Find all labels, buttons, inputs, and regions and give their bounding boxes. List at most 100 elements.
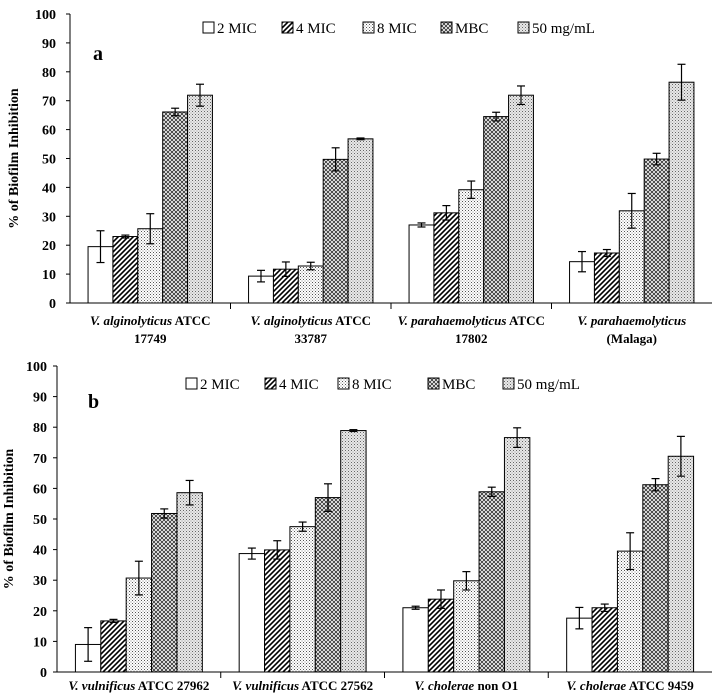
legend-swatch bbox=[185, 377, 198, 390]
bar bbox=[176, 492, 203, 673]
bar bbox=[591, 607, 618, 673]
x-tick-label-strain: non O1 bbox=[474, 678, 518, 693]
y-tick-label: 80 bbox=[33, 421, 47, 436]
x-tick-label: V. parahaemolyticus ATCC bbox=[398, 313, 545, 328]
bar bbox=[453, 580, 480, 673]
y-tick-label: 90 bbox=[42, 37, 56, 52]
bar bbox=[100, 620, 127, 673]
x-tick-label-species: V. vulnificus bbox=[232, 678, 299, 693]
x-tick-label-species: V. parahaemolyticus bbox=[577, 313, 686, 328]
x-tick-label-species: V. vulnificus bbox=[68, 678, 135, 693]
y-tick-label: 0 bbox=[49, 297, 56, 312]
y-tick-label: 50 bbox=[42, 153, 56, 168]
y-tick-label: 0 bbox=[40, 666, 47, 681]
y-tick-label: 100 bbox=[35, 8, 56, 23]
bar bbox=[347, 138, 374, 304]
legend-swatch bbox=[427, 377, 440, 390]
x-tick-label-line2: 17802 bbox=[455, 331, 488, 346]
bar bbox=[427, 598, 455, 673]
legend-entry: 8 MIC bbox=[352, 377, 392, 393]
bar bbox=[340, 430, 367, 673]
x-tick-label-species: V. cholerae bbox=[566, 678, 626, 693]
panel-label: b bbox=[88, 391, 99, 413]
x-tick-label: V. cholerae non O1 bbox=[414, 678, 518, 693]
bar bbox=[402, 607, 429, 673]
bar bbox=[667, 455, 695, 673]
legend-swatch bbox=[517, 21, 530, 34]
x-tick-label-strain: ATCC 27562 bbox=[299, 678, 373, 693]
y-tick-label: 20 bbox=[42, 239, 56, 254]
x-tick-label-species: V. alginolyticus bbox=[250, 313, 332, 328]
legend-entry: 4 MIC bbox=[296, 21, 336, 37]
x-tick-label-species: V. cholerae bbox=[414, 678, 474, 693]
x-tick-label: V. alginolyticus ATCC bbox=[90, 313, 211, 328]
y-tick-label: 40 bbox=[33, 544, 47, 559]
bar bbox=[458, 189, 485, 304]
x-tick-label-strain: ATCC bbox=[506, 313, 544, 328]
y-tick-label: 30 bbox=[42, 210, 56, 225]
y-axis-title: % of Biofilm Inhibition bbox=[2, 449, 17, 590]
legend-swatch bbox=[264, 377, 277, 390]
y-tick-label: 70 bbox=[42, 95, 56, 110]
x-tick-label-line2: 33787 bbox=[295, 331, 328, 346]
legend-entry: 2 MIC bbox=[200, 377, 240, 393]
bar bbox=[238, 553, 266, 673]
legend-swatch bbox=[281, 21, 294, 34]
bar bbox=[151, 512, 178, 673]
bar bbox=[642, 484, 669, 673]
bar bbox=[483, 116, 510, 304]
legend-entry: 8 MIC bbox=[377, 21, 417, 37]
bar bbox=[508, 94, 534, 304]
y-tick-label: 10 bbox=[33, 635, 47, 650]
x-tick-label-strain: ATCC bbox=[172, 313, 210, 328]
legend-entry: 2 MIC bbox=[217, 21, 257, 37]
bar bbox=[112, 236, 139, 304]
legend-entry: 50 mg/mL bbox=[517, 377, 580, 393]
legend-swatch bbox=[440, 21, 453, 34]
y-tick-label: 70 bbox=[33, 452, 47, 467]
y-tick-label: 60 bbox=[33, 482, 47, 497]
legend-entry: MBC bbox=[442, 377, 475, 393]
bar bbox=[187, 94, 213, 304]
x-tick-label-species: V. parahaemolyticus bbox=[398, 313, 507, 328]
panel-label: a bbox=[93, 43, 103, 65]
y-tick-label: 30 bbox=[33, 574, 47, 589]
bar bbox=[643, 158, 670, 304]
bar bbox=[408, 224, 435, 304]
x-tick-label-species: V. alginolyticus bbox=[90, 313, 172, 328]
x-tick-label-strain: ATCC 9459 bbox=[626, 678, 694, 693]
bar bbox=[162, 111, 189, 304]
y-tick-label: 40 bbox=[42, 181, 56, 196]
y-tick-label: 50 bbox=[33, 513, 47, 528]
x-tick-label-strain: ATCC 27962 bbox=[135, 678, 209, 693]
y-tick-label: 10 bbox=[42, 268, 56, 283]
panel-a: 0 10 20 30 40 50 60 70 80 90 100 % of Biofilm Inhib… bbox=[7, 8, 712, 346]
legend-entry: 4 MIC bbox=[279, 377, 319, 393]
bar bbox=[433, 212, 460, 304]
bar bbox=[593, 252, 620, 304]
bar bbox=[87, 246, 114, 304]
x-tick-label-strain: ATCC bbox=[333, 313, 371, 328]
y-tick-label: 80 bbox=[42, 66, 56, 81]
x-tick-label-line2: (Malaga) bbox=[606, 331, 657, 346]
x-tick-label-line2: 17749 bbox=[134, 331, 167, 346]
legend-swatch bbox=[202, 21, 215, 34]
x-tick-label: V. vulnificus ATCC 27962 bbox=[68, 678, 209, 693]
legend-swatch bbox=[502, 377, 515, 390]
bar bbox=[478, 491, 505, 673]
x-tick-label: V. parahaemolyticus bbox=[577, 313, 686, 328]
x-tick-label: V. cholerae ATCC 9459 bbox=[566, 678, 694, 693]
panel-b: 0 10 20 30 40 50 60 70 80 90 100 % of Biofilm Inhib… bbox=[2, 360, 712, 693]
y-tick-label: 90 bbox=[33, 391, 47, 406]
y-tick-label: 20 bbox=[33, 605, 47, 620]
legend-entry: MBC bbox=[455, 21, 488, 37]
x-tick-label: V. vulnificus ATCC 27562 bbox=[232, 678, 373, 693]
bar bbox=[289, 526, 316, 673]
legend-swatch bbox=[337, 377, 350, 390]
bar bbox=[668, 81, 695, 304]
legend-entry: 50 mg/mL bbox=[532, 21, 595, 37]
legend-swatch bbox=[362, 21, 375, 34]
y-axis-title: % of Biofilm Inhibition bbox=[7, 88, 22, 229]
y-tick-label: 60 bbox=[42, 124, 56, 139]
